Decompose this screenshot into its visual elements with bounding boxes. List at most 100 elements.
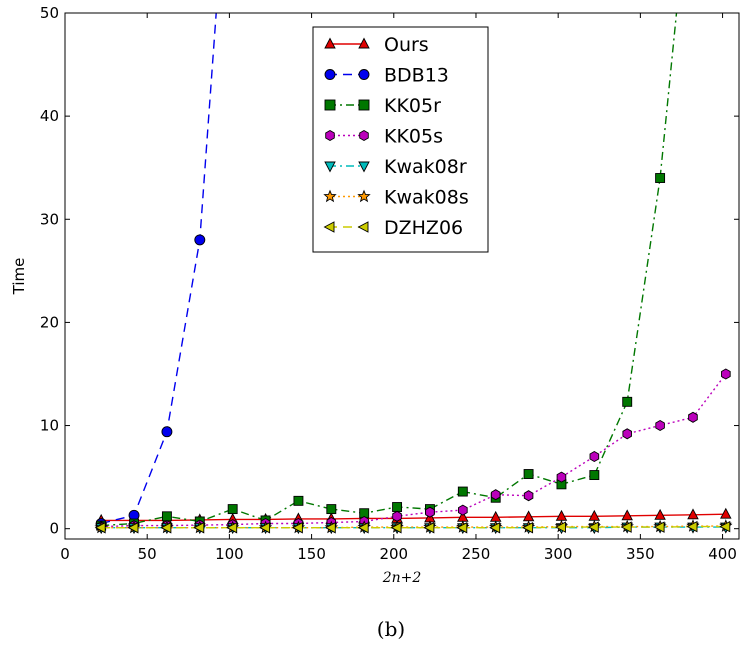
legend-marker — [323, 221, 335, 233]
data-point — [326, 504, 337, 515]
data-point — [226, 521, 238, 534]
data-point — [161, 426, 173, 438]
legend-label: Ours — [384, 34, 429, 56]
legend-marker — [358, 37, 370, 49]
x-tick-label: 100 — [215, 545, 244, 563]
data-point — [523, 469, 534, 479]
data-point — [425, 506, 435, 518]
data-point — [227, 504, 238, 515]
data-point — [654, 508, 666, 520]
series-layer — [94, 13, 733, 535]
y-tick-label: 50 — [40, 4, 59, 22]
legend-marker — [324, 37, 336, 49]
legend-marker — [324, 99, 336, 111]
data-point — [556, 471, 567, 483]
x-tick-label: 250 — [462, 545, 491, 563]
data-point — [392, 502, 403, 512]
data-point — [357, 521, 369, 534]
legend-marker — [358, 99, 370, 111]
series-line — [101, 526, 726, 529]
legend-marker — [325, 129, 335, 142]
data-point — [390, 521, 402, 534]
x-tick-label: 300 — [544, 545, 573, 563]
y-tick-label: 0 — [49, 520, 59, 538]
data-point — [193, 521, 205, 534]
data-point — [622, 396, 633, 407]
legend-label: BDB13 — [384, 65, 449, 87]
x-axis-label: 2n+2 — [382, 570, 422, 586]
axes-layer: 0 50 100 150 200 250 300 350 400 0 10 20 30 40 50 — [40, 4, 740, 563]
legend-marker — [358, 69, 370, 80]
data-point — [194, 234, 206, 246]
data-point — [687, 508, 699, 520]
data-point — [489, 521, 501, 534]
legend-box — [312, 26, 489, 253]
data-point — [555, 521, 566, 533]
data-point — [293, 495, 304, 506]
data-point — [688, 411, 698, 423]
legend-label: Kwak08r — [384, 156, 467, 178]
x-tick-label: 50 — [138, 545, 157, 563]
data-point — [259, 521, 271, 534]
series-line — [101, 513, 726, 522]
data-point — [423, 521, 435, 534]
x-tick-label: 400 — [708, 545, 737, 563]
data-point — [620, 521, 632, 533]
series-dzhz06 — [94, 520, 731, 534]
data-point — [490, 489, 501, 501]
legend-item: Kwak08s — [323, 187, 469, 209]
legend-marker — [357, 189, 371, 203]
legend-item: KK05s — [325, 126, 443, 148]
legend-item: Kwak08r — [324, 156, 467, 178]
data-point — [523, 490, 534, 502]
data-point — [653, 521, 665, 533]
legend-marker — [359, 129, 369, 142]
data-point — [522, 521, 534, 534]
data-point — [721, 368, 731, 380]
legend-item: BDB13 — [324, 65, 449, 87]
x-tick-label: 200 — [379, 545, 408, 563]
x-tick-label: 350 — [626, 545, 655, 563]
data-point — [94, 521, 106, 534]
x-tick-label: 0 — [60, 545, 70, 563]
legend-marker — [357, 221, 369, 233]
data-point — [655, 419, 665, 432]
data-point — [587, 521, 599, 533]
plot-frame — [64, 12, 740, 540]
data-point — [127, 521, 139, 534]
series-line — [101, 373, 727, 528]
legend-label: DZHZ06 — [384, 217, 463, 239]
y-axis-label: Time — [10, 258, 28, 296]
data-point — [161, 511, 172, 522]
legend-label: KK05s — [384, 126, 443, 148]
legend: Ours BDB13 KK05r KK05s Kwak08r Kwak08s DZHZ06 — [312, 26, 489, 253]
y-tick-label: 30 — [40, 210, 59, 228]
legend-item: KK05r — [324, 95, 441, 117]
data-point — [589, 450, 600, 463]
legend-marker — [324, 161, 336, 173]
y-tick-label: 20 — [40, 313, 59, 331]
legend-marker — [324, 69, 336, 80]
data-point — [456, 521, 468, 534]
y-tick-label: 40 — [40, 107, 59, 125]
figure-caption: (b) — [377, 617, 405, 641]
data-point — [160, 521, 172, 534]
legend-item: DZHZ06 — [323, 217, 463, 239]
legend-marker — [358, 161, 370, 173]
data-point — [324, 521, 336, 534]
data-point — [589, 470, 600, 481]
x-tick-label: 150 — [297, 545, 326, 563]
data-point — [720, 507, 732, 519]
y-tick-label: 10 — [40, 417, 59, 435]
data-point — [655, 173, 666, 183]
legend-label: Kwak08s — [384, 187, 469, 209]
legend-item: Ours — [324, 34, 429, 56]
data-point — [457, 486, 468, 497]
legend-marker — [323, 189, 337, 203]
data-point — [686, 520, 698, 533]
data-point — [291, 521, 303, 534]
legend-label: KK05r — [384, 95, 441, 117]
data-point — [622, 428, 632, 440]
data-point — [719, 520, 731, 533]
